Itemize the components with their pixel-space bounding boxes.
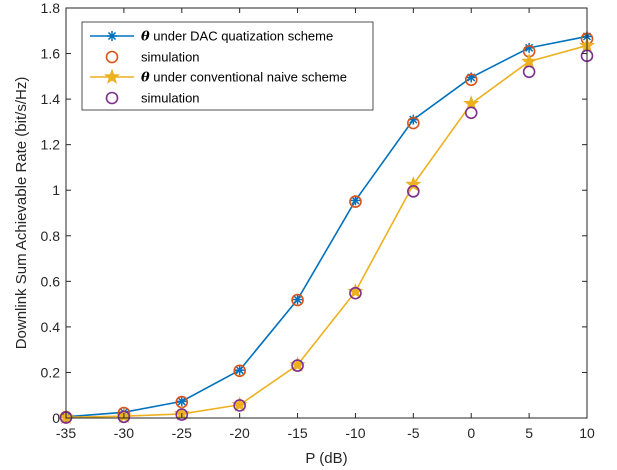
series-line-naive [65,44,588,419]
legend-label: simulation [141,50,200,65]
data-point-naive-sim [407,185,420,198]
legend-label: θ under DAC quatization scheme [141,29,333,45]
data-point-naive-sim [117,410,131,424]
x-tick-label: -30 [114,425,134,441]
data-point-dac [176,396,187,407]
data-point-naive-sim [522,65,536,79]
y-tick-label: 1.8 [41,0,61,16]
data-point-naive-sim [175,408,189,421]
legend-entry-dac: θ under DAC quatization scheme [90,29,333,45]
plot-frame [65,7,588,419]
x-tick-label: -25 [172,425,192,441]
y-tick-label: 1.2 [41,137,61,153]
series-line-dac [65,35,588,418]
data-point-dac-sim [291,293,304,307]
y-tick-label: 0.2 [41,364,61,380]
x-tick-label: -35 [56,425,76,441]
legend-entry-dac-sim: simulation [105,50,200,65]
y-tick-label: 1.4 [41,91,61,107]
data-point-dac-sim [233,364,246,378]
legend-text: simulation [141,91,200,106]
data-point-dac [234,365,245,376]
x-tick-label: -20 [230,425,250,441]
x-tick-label: -15 [287,425,307,441]
x-tick-label: -10 [345,425,365,441]
y-tick-label: 1 [52,182,60,198]
legend: θ under DAC quatization scheme simulation… [81,21,374,111]
legend-entry-naive-sim: simulation [105,91,200,106]
data-point-naive [521,53,538,69]
x-tick-label: 0 [467,425,475,441]
data-point-naive-sim [349,286,362,300]
y-tick-label: 0 [52,410,60,426]
data-point-dac [350,195,361,206]
data-point-naive-sim [233,399,246,412]
legend-text: under conventional naive scheme [150,70,347,85]
x-tick-label: -5 [407,425,420,441]
y-tick-label: 0.6 [41,273,61,289]
data-point-naive-sim [464,106,478,120]
legend-label: simulation [141,91,200,106]
legend-entry-naive: θ under conventional naive scheme [90,68,347,86]
x-axis-label: P (dB) [305,450,347,467]
data-point-dac [292,294,303,305]
legend-text: under DAC quatization scheme [150,29,334,44]
legend-text: simulation [141,50,200,65]
data-point-dac-sim [349,195,362,208]
legend-symbol: θ [141,30,150,45]
data-point-dac-sim [464,73,478,87]
y-axis-label: Downlink Sum Achievable Rate (bit/s/Hz) [13,77,30,350]
legend-marker [103,68,121,84]
y-tick-label: 0.4 [41,319,61,335]
legend-marker [107,31,117,41]
legend-symbol: θ [141,71,150,86]
data-point-naive [405,176,422,192]
legend-marker [105,50,119,64]
data-point-dac-sim [407,116,420,130]
x-tick-label: 5 [525,425,533,441]
legend-label: θ under conventional naive scheme [141,70,347,86]
legend-marker [105,91,119,105]
y-tick-label: 1.6 [41,46,61,62]
x-tick-label: 10 [579,425,595,441]
series-layer [57,31,596,425]
tick-layer: -35 -30 -25 -20 -15 -10 -5 0 5 10 0 0.2 0.4 0.6 0.8 1 1.… [41,0,595,441]
y-tick-label: 0.8 [41,228,61,244]
data-point-naive-sim [291,359,304,372]
